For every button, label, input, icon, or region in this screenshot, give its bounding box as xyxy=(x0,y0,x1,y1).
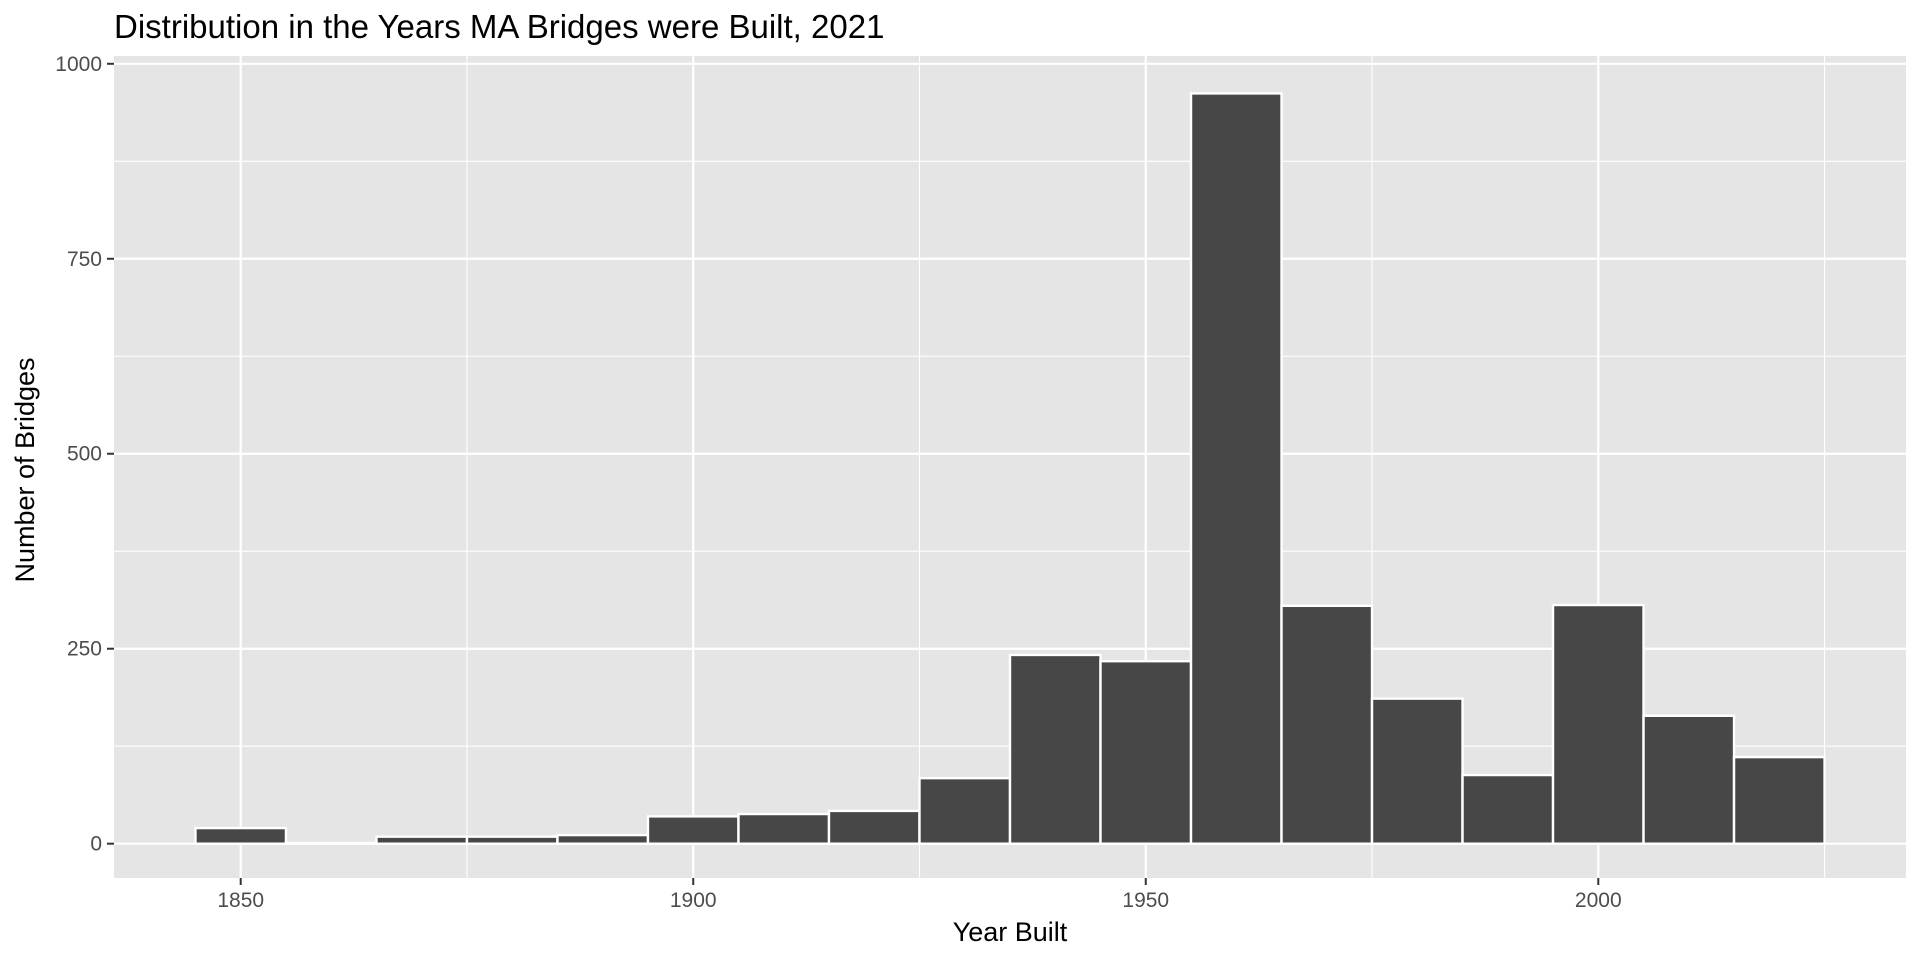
y-tick-label: 1000 xyxy=(55,53,102,76)
x-tick-label: 1900 xyxy=(670,889,717,912)
minor-gridlines xyxy=(114,56,1906,878)
histogram-bar xyxy=(1732,755,1826,845)
x-axis: 1850 1900 1950 2000 xyxy=(217,878,1622,912)
y-tick-label: 0 xyxy=(90,833,102,856)
x-tick-label: 1950 xyxy=(1122,889,1169,912)
y-axis: 0 250 500 750 1000 xyxy=(55,53,114,856)
histogram-bar xyxy=(1551,603,1645,845)
histogram-bars xyxy=(194,92,1826,845)
y-tick-label: 750 xyxy=(67,248,102,271)
y-axis-title: Number of Bridges xyxy=(10,357,40,582)
histogram-bar xyxy=(556,833,650,845)
histogram-bar xyxy=(737,812,831,845)
chart-title: Distribution in the Years MA Bridges wer… xyxy=(114,8,884,45)
histogram-bar xyxy=(1280,604,1374,845)
y-tick-label: 500 xyxy=(67,443,102,466)
x-tick-label: 2000 xyxy=(1575,889,1622,912)
histogram-bar xyxy=(1370,697,1464,845)
histogram-bar xyxy=(284,841,378,845)
histogram-bar xyxy=(1461,773,1555,845)
histogram-bar xyxy=(918,776,1012,845)
histogram-bar xyxy=(1008,653,1102,845)
y-tick-label: 250 xyxy=(67,638,102,661)
x-axis-title: Year Built xyxy=(953,917,1068,947)
histogram-bar xyxy=(194,826,288,845)
histogram-bar xyxy=(1642,714,1736,845)
histogram-bar xyxy=(646,815,740,845)
histogram-bar xyxy=(375,835,469,845)
histogram-bar xyxy=(465,835,559,845)
histogram-bar xyxy=(1189,92,1283,845)
histogram-bar xyxy=(827,809,921,845)
histogram-bar xyxy=(1099,659,1193,845)
x-tick-label: 1850 xyxy=(217,889,264,912)
